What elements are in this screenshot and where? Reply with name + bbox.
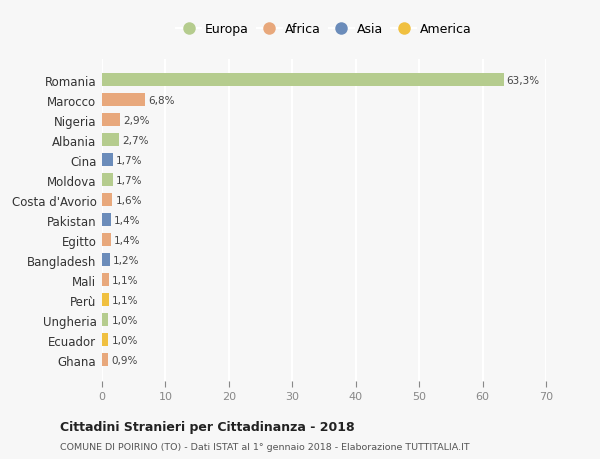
Bar — [102, 194, 112, 207]
Bar — [102, 313, 109, 326]
Text: 1,7%: 1,7% — [116, 175, 142, 185]
Bar — [102, 174, 113, 187]
Text: 2,7%: 2,7% — [122, 135, 149, 146]
Bar — [102, 74, 503, 87]
Bar — [102, 94, 145, 107]
Bar — [102, 214, 111, 227]
Text: COMUNE DI POIRINO (TO) - Dati ISTAT al 1° gennaio 2018 - Elaborazione TUTTITALIA: COMUNE DI POIRINO (TO) - Dati ISTAT al 1… — [60, 442, 470, 451]
Text: 1,0%: 1,0% — [112, 335, 138, 345]
Text: 1,6%: 1,6% — [115, 196, 142, 205]
Bar — [102, 254, 110, 267]
Bar — [102, 114, 121, 127]
Text: 63,3%: 63,3% — [506, 76, 540, 86]
Text: 1,4%: 1,4% — [114, 215, 140, 225]
Bar — [102, 294, 109, 307]
Bar — [102, 334, 109, 347]
Bar — [102, 134, 119, 147]
Legend: Europa, Africa, Asia, America: Europa, Africa, Asia, America — [174, 21, 474, 39]
Text: 1,4%: 1,4% — [114, 235, 140, 245]
Text: 6,8%: 6,8% — [148, 96, 175, 106]
Text: 1,7%: 1,7% — [116, 156, 142, 166]
Text: 1,1%: 1,1% — [112, 295, 139, 305]
Text: 2,9%: 2,9% — [124, 116, 150, 126]
Bar — [102, 274, 109, 286]
Bar — [102, 353, 108, 366]
Text: 0,9%: 0,9% — [111, 355, 137, 365]
Text: 1,1%: 1,1% — [112, 275, 139, 285]
Bar — [102, 234, 111, 247]
Text: 1,2%: 1,2% — [113, 255, 139, 265]
Bar — [102, 154, 113, 167]
Text: 1,0%: 1,0% — [112, 315, 138, 325]
Text: Cittadini Stranieri per Cittadinanza - 2018: Cittadini Stranieri per Cittadinanza - 2… — [60, 420, 355, 433]
